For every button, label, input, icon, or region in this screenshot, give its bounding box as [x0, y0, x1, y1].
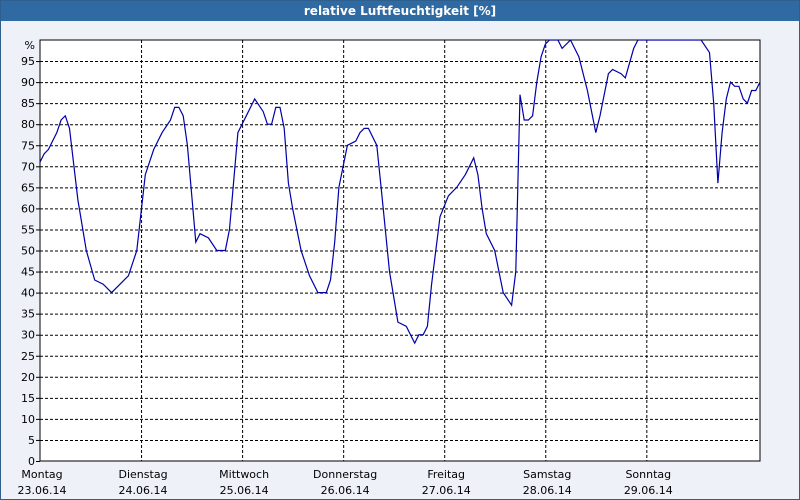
y-tick-label: 15	[21, 392, 35, 405]
y-tick-label: 45	[21, 266, 35, 279]
x-tick-day-label: Mittwoch	[219, 468, 269, 481]
y-tick-label: 90	[21, 76, 35, 89]
x-tick-date-label: 24.06.14	[119, 484, 168, 497]
y-tick-label: 40	[21, 287, 35, 300]
y-tick-label: 0	[28, 455, 35, 468]
y-tick-label: 85	[21, 97, 35, 110]
x-tick-date-label: 27.06.14	[422, 484, 471, 497]
y-tick-label: 5	[28, 434, 35, 447]
y-tick-label: 10	[21, 413, 35, 426]
y-tick-label: 50	[21, 245, 35, 258]
x-tick-day-label: Dienstag	[119, 468, 168, 481]
x-tick-date-label: 29.06.14	[624, 484, 673, 497]
y-tick-label: 60	[21, 202, 35, 215]
x-tick-date-label: 28.06.14	[523, 484, 572, 497]
y-tick-label: 35	[21, 308, 35, 321]
x-tick-day-label: Montag	[21, 468, 62, 481]
y-tick-label: 55	[21, 223, 35, 236]
y-tick-label: 70	[21, 160, 35, 173]
y-tick-label: 95	[21, 55, 35, 68]
x-tick-date-label: 23.06.14	[18, 484, 67, 497]
y-tick-label: 65	[21, 181, 35, 194]
y-tick-label: 20	[21, 371, 35, 384]
y-axis: 0 5 10 15 20 25 30 35 40 45 50 55 60 65 70 75 80 85 90 95%	[21, 39, 40, 468]
x-tick-day-label: Sonntag	[625, 468, 671, 481]
series-group	[40, 40, 760, 345]
x-tick-date-label: 25.06.14	[220, 484, 269, 497]
y-tick-label: 75	[21, 139, 35, 152]
x-tick-day-label: Freitag	[427, 468, 465, 481]
grid-lines	[40, 40, 760, 461]
y-tick-label: 80	[21, 118, 35, 131]
y-axis-unit-label: %	[25, 39, 35, 52]
chart-title: relative Luftfeuchtigkeit [%]	[1, 1, 799, 21]
y-tick-label: 30	[21, 329, 35, 342]
y-tick-label: 25	[21, 350, 35, 363]
series-line-0	[40, 40, 760, 345]
x-axis: Montag 23.06.14 Dienstag 24.06.14 Mittwoch 25…	[18, 468, 673, 497]
x-tick-day-label: Donnerstag	[313, 468, 377, 481]
x-tick-day-label: Samstag	[523, 468, 571, 481]
x-tick-date-label: 26.06.14	[321, 484, 370, 497]
